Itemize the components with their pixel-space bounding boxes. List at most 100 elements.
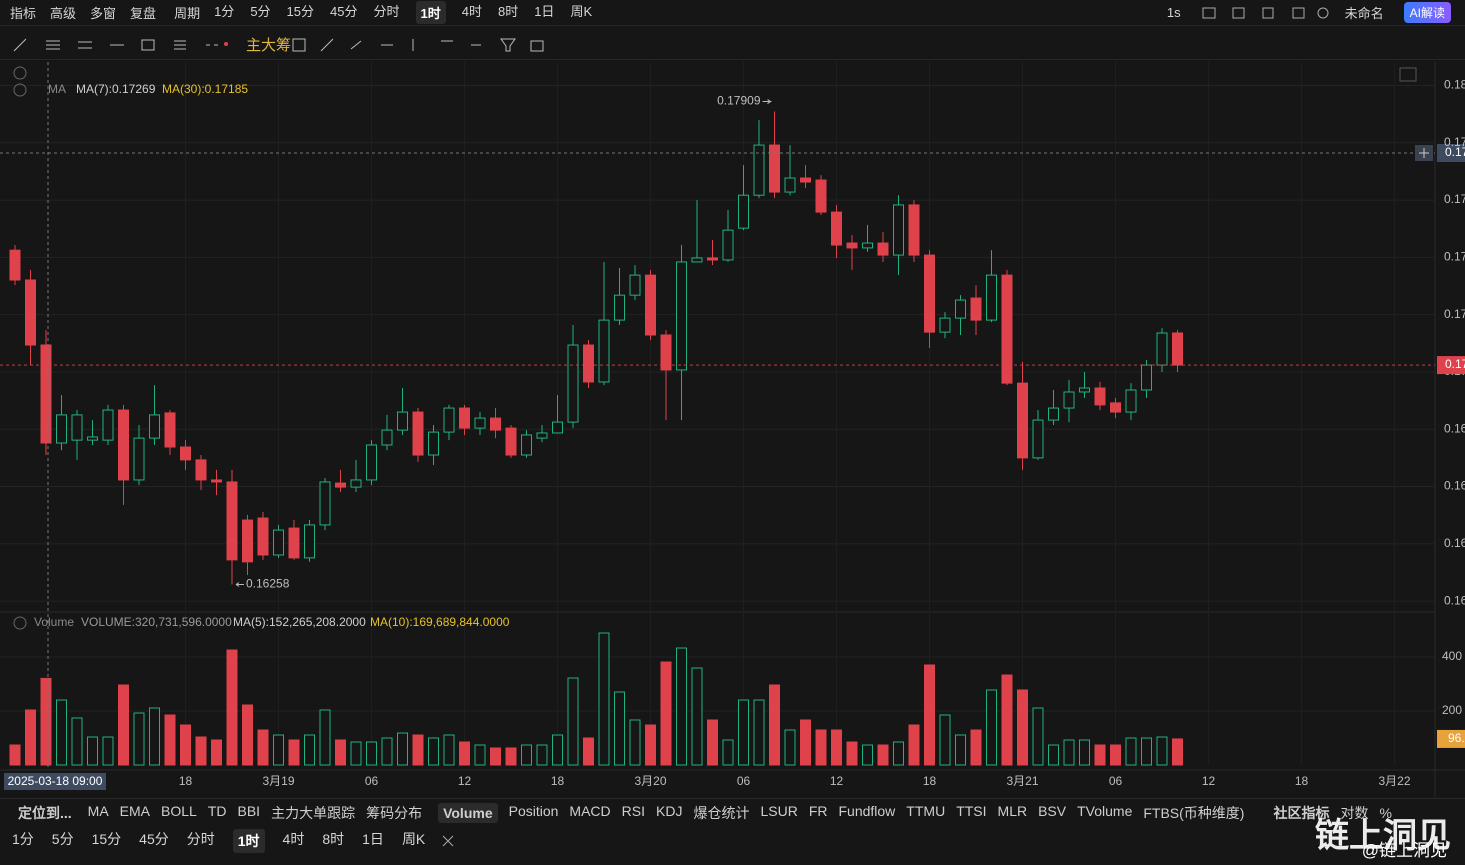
period-button[interactable]: 1分 [214, 4, 235, 19]
sub-indicator[interactable]: TTMU [906, 802, 946, 819]
candle-body [273, 529, 284, 556]
volume-bar [102, 736, 114, 766]
candle-body [242, 519, 253, 563]
collapse-icon[interactable] [13, 66, 27, 80]
sub-indicator[interactable]: BSV [1038, 802, 1067, 819]
sub-indicator[interactable]: FTBS(币种维度) [1143, 804, 1245, 821]
sub-indicator[interactable]: RSI [621, 802, 645, 819]
period-button[interactable]: 1时 [232, 829, 265, 853]
period-button[interactable]: 4时 [461, 4, 482, 19]
layout-name[interactable]: 未命名 [1344, 6, 1384, 21]
x-tick-label: 06 [737, 774, 751, 788]
y-tick-label: 0.17 [1444, 135, 1465, 149]
chip-button[interactable]: 主 [246, 37, 262, 54]
volume-bar [211, 739, 222, 766]
main-indicator[interactable]: TD [207, 802, 227, 819]
y-tick-label: 0.18 [1444, 78, 1465, 92]
sub-indicator[interactable]: TVolume [1077, 802, 1133, 819]
period-button[interactable]: 分时 [186, 831, 215, 847]
sub-indicator[interactable]: KDJ [656, 802, 683, 819]
sub-indicator[interactable]: FR [808, 802, 828, 819]
period-button[interactable]: 周K [401, 831, 426, 847]
volume-bar [598, 632, 610, 766]
period-button[interactable]: 分时 [373, 4, 400, 19]
ai-button[interactable]: AI解读 [1403, 2, 1451, 23]
max-arrow [762, 99, 773, 104]
period-button[interactable]: 5分 [250, 4, 271, 19]
sub-indicator[interactable]: TTSI [956, 802, 987, 819]
close-icon[interactable] [441, 834, 455, 848]
volume-bar [180, 724, 191, 766]
sub-indicator[interactable]: MACD [569, 802, 611, 819]
main-indicator[interactable]: 筹码分布 [366, 804, 423, 821]
period-button[interactable]: 5分 [51, 831, 74, 847]
toggle-icon[interactable] [13, 616, 27, 630]
volume-bar [164, 714, 176, 766]
candle-body [660, 334, 672, 371]
candle-body [1001, 274, 1013, 384]
y-tick-label: 0.16 [1444, 421, 1465, 435]
sub-indicator[interactable]: MLR [997, 802, 1028, 819]
period-button[interactable]: 8时 [322, 831, 345, 847]
main-indicator[interactable]: BBI [237, 802, 261, 819]
toolbar-button[interactable]: 高级 [50, 6, 77, 21]
period-menu[interactable]: 周期 [174, 6, 201, 21]
y-tick-label: 0.16 [1444, 479, 1465, 493]
sub-indicator[interactable]: 爆仓统计 [693, 804, 750, 821]
period-button[interactable]: 周K [570, 4, 593, 19]
toolbar-button[interactable]: 复盘 [130, 6, 157, 21]
x-tick-label: 3月22 [1378, 774, 1410, 788]
period-button[interactable]: 8时 [497, 4, 519, 19]
volume-bar [1125, 737, 1137, 766]
candle-body [71, 414, 83, 441]
period-button[interactable]: 1分 [12, 831, 34, 847]
sub-indicator[interactable]: Volume [438, 802, 498, 823]
volume-bar [56, 699, 67, 766]
sub-indicator[interactable]: LSUR [760, 802, 798, 819]
community-indicators[interactable]: 社区指标 [1273, 804, 1330, 821]
volume-bar [645, 724, 656, 766]
legend-ma7: MA(7):0.17269 [76, 82, 156, 96]
speed[interactable]: 1s [1166, 5, 1181, 20]
candle-body [1110, 402, 1121, 413]
period-button[interactable]: 45分 [139, 831, 169, 847]
fullscreen-icon[interactable] [1399, 67, 1417, 82]
period-button[interactable]: 1时 [415, 1, 446, 24]
period-button[interactable]: 1日 [362, 831, 384, 847]
period-button[interactable]: 15分 [91, 831, 122, 847]
main-indicator[interactable]: MA [87, 802, 109, 819]
percent-scale[interactable]: % [1379, 804, 1392, 821]
period-button[interactable]: 1日 [534, 4, 555, 19]
volume-bar [335, 739, 346, 766]
volume-bar [908, 724, 920, 766]
candle-body [40, 344, 52, 444]
period-button[interactable]: 4时 [282, 831, 305, 847]
main-indicator[interactable]: EMA [119, 802, 151, 819]
last-price-box [1437, 356, 1465, 375]
drawing-icons [13, 38, 228, 51]
y-tick-label: 0.16 [1444, 593, 1465, 607]
grid [0, 62, 1435, 765]
chip-button[interactable]: 筹 [276, 37, 292, 54]
period-button[interactable]: 15分 [286, 4, 315, 19]
volume-bar [986, 689, 997, 766]
locate-button[interactable]: 定位到... [18, 804, 72, 821]
last-price-label: 0.17 [1445, 357, 1465, 371]
volume-bars [9, 632, 1183, 766]
period-button[interactable]: 45分 [330, 4, 358, 19]
main-indicator[interactable]: BOLL [161, 802, 197, 819]
main-indicator[interactable]: 主力大单跟踪 [271, 804, 356, 821]
x-tick-label: 3月20 [634, 774, 666, 788]
volume-bar [9, 744, 21, 766]
log-scale[interactable]: 对数 [1340, 804, 1369, 821]
chip-button[interactable]: 大 [261, 37, 277, 54]
sub-indicator[interactable]: Position [508, 802, 559, 819]
toggle-icon[interactable] [13, 83, 27, 97]
candle-body [614, 294, 625, 321]
watermark-title: 链上洞见 [1315, 817, 1451, 855]
x-tick-label: 12 [458, 774, 472, 788]
toolbar-button[interactable]: 多窗 [90, 6, 117, 21]
sub-indicator[interactable]: Fundflow [838, 802, 896, 819]
candle-body [924, 254, 935, 333]
toolbar-button[interactable]: 指标 [10, 6, 37, 21]
